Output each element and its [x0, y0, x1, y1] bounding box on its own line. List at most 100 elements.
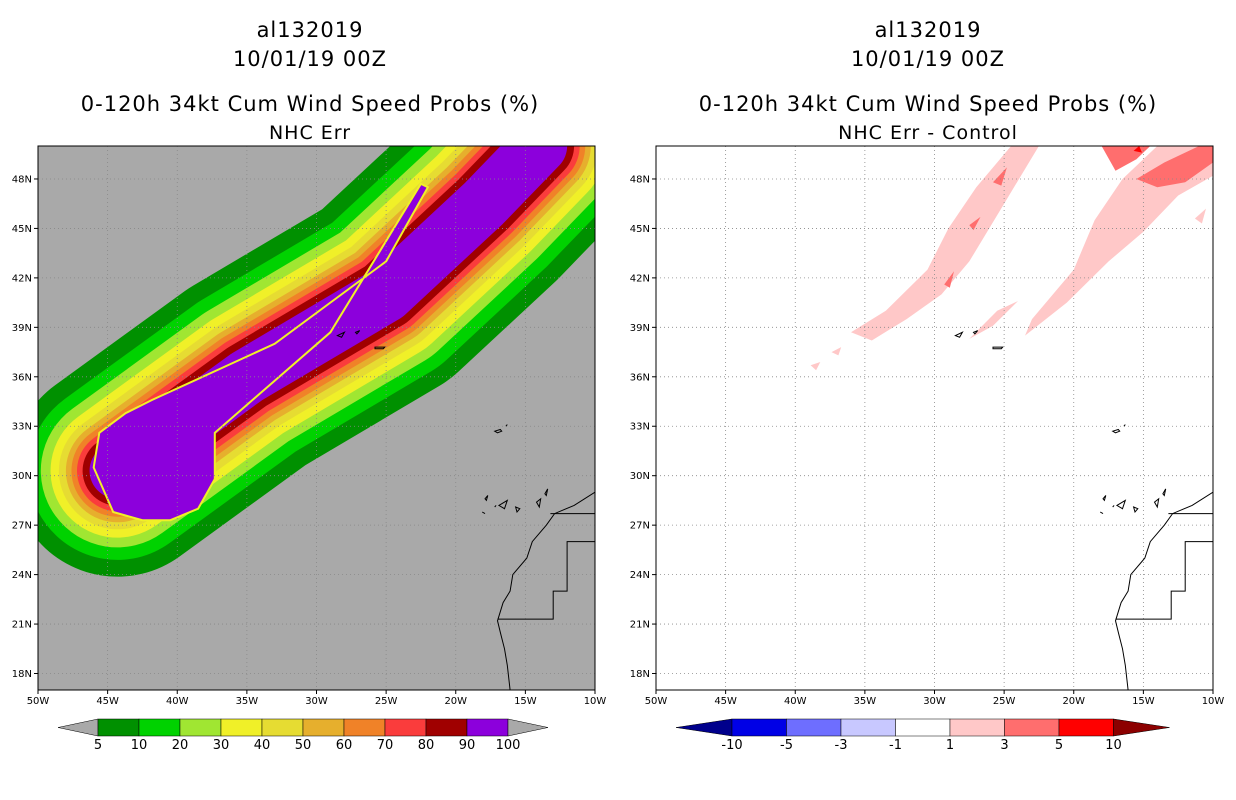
- coastline: [1114, 491, 1213, 690]
- right-colorbar-box: [895, 718, 951, 737]
- left-colorbar-box: [220, 718, 263, 737]
- right-x-tick-label: 25W: [993, 696, 1016, 707]
- diff-area-3to5: [993, 167, 1007, 186]
- right-colorbar-label: -5: [780, 738, 793, 753]
- left-y-tick-label: 24N: [12, 570, 32, 581]
- left-colorbar-label: 80: [418, 738, 435, 753]
- left-colorbar-box: [466, 718, 509, 737]
- right-y-tick-label: 42N: [630, 273, 650, 284]
- left-colorbar-box: [179, 718, 222, 737]
- right-y-tick-label: 33N: [630, 422, 650, 433]
- left-chart-header: al132019 10/01/19 00Z 0-120h 34kt Cum Wi…: [30, 16, 590, 148]
- right-y-tick-label: 48N: [630, 174, 650, 185]
- right-title: 0-120h 34kt Cum Wind Speed Probs (%): [698, 92, 1158, 116]
- island-outline: [336, 331, 346, 338]
- left-colorbar-high-arrow: [507, 718, 549, 737]
- island-outline: [1132, 506, 1139, 514]
- right-y-tick-label: 45N: [630, 224, 650, 235]
- left-colorbar-box: [302, 718, 345, 737]
- coastline: [496, 491, 595, 690]
- diff-area-3to5: [1136, 146, 1213, 188]
- prob-core-100: [92, 182, 430, 522]
- island-outline: [1111, 428, 1121, 434]
- left-y-tick-label: 36N: [12, 372, 32, 383]
- left-y-tick-label: 39N: [12, 323, 32, 334]
- left-x-tick-label: 15W: [514, 696, 537, 707]
- island-outline: [505, 424, 508, 427]
- island-outline: [481, 511, 486, 515]
- right-colorbar-label: 1: [946, 738, 954, 753]
- right-y-tick-label: 36N: [630, 372, 650, 383]
- right-x-tick-label: 30W: [923, 696, 946, 707]
- left-y-tick-label: 45N: [12, 224, 32, 235]
- right-y-tick-label: 21N: [630, 620, 650, 631]
- right-colorbar-high-arrow: [1113, 718, 1170, 737]
- island-outline: [354, 330, 361, 335]
- diff-area-3to5: [944, 271, 954, 288]
- border-line: [497, 541, 595, 620]
- island-outline: [497, 499, 509, 510]
- left-colorbar-box: [97, 718, 140, 737]
- island-outline: [374, 346, 386, 350]
- left-colorbar-box: [343, 718, 386, 737]
- right-x-tick-label: 40W: [784, 696, 807, 707]
- right-plot-area: [656, 146, 1213, 690]
- left-x-tick-label: 30W: [305, 696, 328, 707]
- right-colorbar-box: [786, 718, 842, 737]
- island-outline: [484, 495, 489, 502]
- diff-area-5to10: [1133, 146, 1142, 153]
- border-line: [1115, 541, 1213, 620]
- right-colorbar-low-arrow: [675, 718, 733, 737]
- left-colorbar-box: [384, 718, 427, 737]
- left-y-tick-label: 27N: [12, 521, 32, 532]
- left-colorbar-low-arrow: [57, 718, 99, 737]
- left-colorbar-label: 50: [295, 738, 312, 753]
- right-y-tick-label: 27N: [630, 521, 650, 532]
- left-x-tick-label: 45W: [96, 696, 119, 707]
- left-y-tick-label: 18N: [12, 669, 32, 680]
- left-title: 0-120h 34kt Cum Wind Speed Probs (%): [80, 92, 540, 116]
- right-colorbar-label: -10: [721, 738, 742, 753]
- left-x-tick-label: 40W: [166, 696, 189, 707]
- left-y-tick-label: 30N: [12, 471, 32, 482]
- right-date: 10/01/19 00Z: [850, 47, 1006, 71]
- left-colorbar-label: 60: [336, 738, 353, 753]
- right-storm-id: al132019: [874, 18, 982, 42]
- left-y-tick-label: 42N: [12, 273, 32, 284]
- island-outline: [954, 331, 964, 338]
- island-outline: [1099, 511, 1104, 515]
- island-outline: [1115, 499, 1127, 510]
- left-colorbar-box: [261, 718, 304, 737]
- island-outline: [544, 488, 549, 497]
- right-colorbar-label: 5: [1055, 738, 1063, 753]
- right-subtitle: NHC Err - Control: [838, 122, 1018, 144]
- diff-area-3to5: [969, 216, 981, 231]
- right-colorbar-label: 10: [1105, 738, 1122, 753]
- left-x-tick-label: 10W: [584, 696, 607, 707]
- left-colorbar-label: 40: [254, 738, 271, 753]
- island-outline: [1123, 424, 1126, 427]
- right-colorbar-box: [949, 718, 1005, 737]
- right-colorbar-box: [1058, 718, 1114, 737]
- right-colorbar-label: 3: [1000, 738, 1008, 753]
- left-y-tick-label: 33N: [12, 422, 32, 433]
- left-colorbar-label: 100: [496, 738, 521, 753]
- island-outline: [972, 330, 979, 335]
- left-plot-area: [38, 146, 595, 690]
- left-x-tick-label: 50W: [27, 696, 50, 707]
- left-date: 10/01/19 00Z: [232, 47, 388, 71]
- left-x-tick-label: 35W: [236, 696, 259, 707]
- right-colorbar-label: -3: [835, 738, 848, 753]
- right-chart-header: al132019 10/01/19 00Z 0-120h 34kt Cum Wi…: [648, 16, 1208, 148]
- island-outline: [1102, 495, 1107, 502]
- right-y-tick-label: 30N: [630, 471, 650, 482]
- island-outline: [514, 506, 521, 514]
- island-outline: [1112, 505, 1115, 508]
- diff-area-1to3: [831, 347, 842, 356]
- island-outline: [535, 497, 542, 509]
- right-colorbar-label: -1: [889, 738, 902, 753]
- diff-area-1to3: [851, 146, 1039, 341]
- left-storm-id: al132019: [256, 18, 364, 42]
- right-colorbar-box: [731, 718, 787, 737]
